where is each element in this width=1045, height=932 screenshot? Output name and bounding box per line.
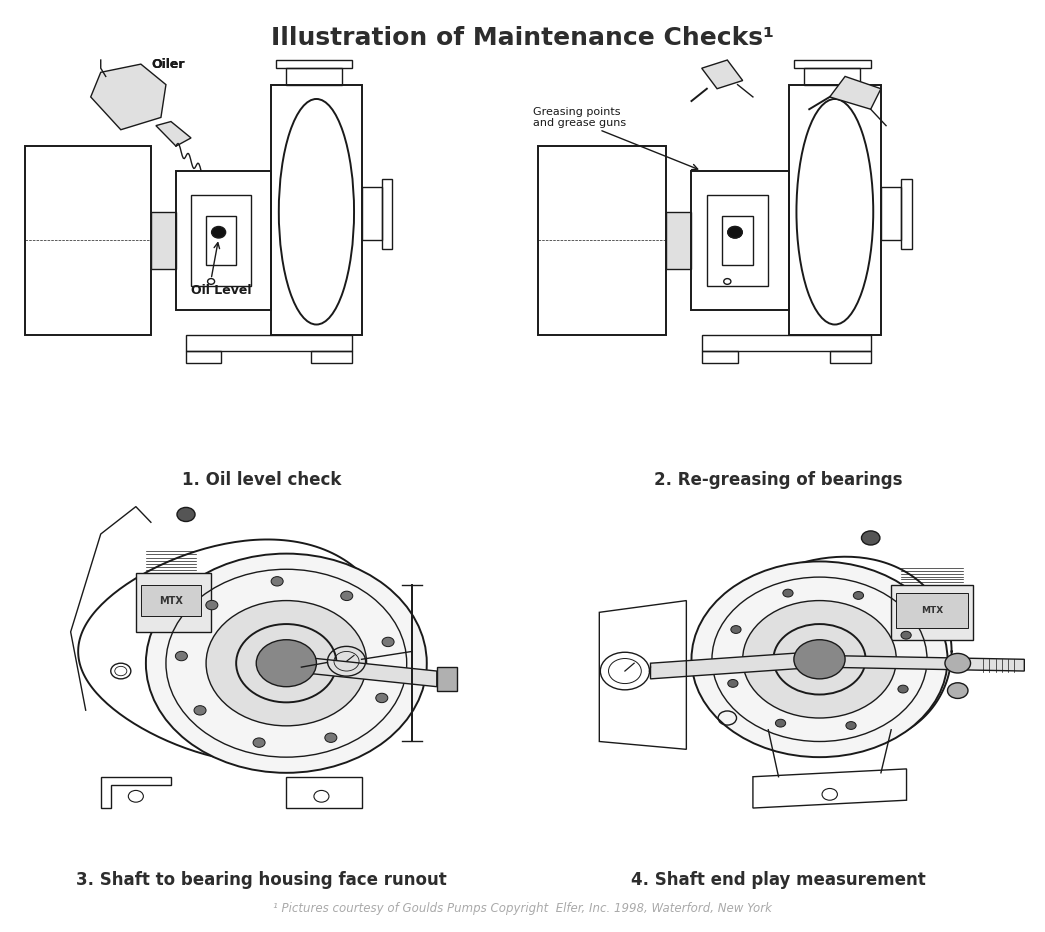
Text: ¹ Pictures courtesy of Goulds Pumps Copyright  Elfer, Inc. 1998, Waterford, New : ¹ Pictures courtesy of Goulds Pumps Copy… bbox=[273, 902, 772, 915]
Circle shape bbox=[783, 589, 793, 597]
Circle shape bbox=[773, 624, 865, 694]
Circle shape bbox=[206, 600, 367, 726]
Text: Oil Level: Oil Level bbox=[191, 283, 252, 296]
Circle shape bbox=[948, 683, 968, 698]
Polygon shape bbox=[136, 573, 211, 632]
Polygon shape bbox=[141, 585, 201, 616]
Circle shape bbox=[730, 625, 741, 634]
Circle shape bbox=[861, 531, 880, 545]
Circle shape bbox=[206, 600, 217, 610]
Text: 4. Shaft end play measurement: 4. Shaft end play measurement bbox=[631, 871, 926, 889]
Circle shape bbox=[253, 738, 265, 747]
Circle shape bbox=[325, 733, 336, 743]
Circle shape bbox=[898, 685, 908, 693]
Text: MTX: MTX bbox=[921, 606, 944, 615]
Polygon shape bbox=[286, 655, 437, 687]
Text: Illustration of Maintenance Checks¹: Illustration of Maintenance Checks¹ bbox=[271, 26, 774, 50]
Circle shape bbox=[727, 679, 738, 687]
Polygon shape bbox=[666, 212, 692, 269]
Polygon shape bbox=[156, 121, 191, 146]
Text: Greasing points
and grease guns: Greasing points and grease guns bbox=[533, 106, 626, 129]
Circle shape bbox=[743, 600, 897, 718]
Circle shape bbox=[901, 631, 911, 639]
Polygon shape bbox=[897, 593, 968, 628]
Circle shape bbox=[727, 226, 742, 238]
Text: 1. Oil level check: 1. Oil level check bbox=[182, 471, 341, 488]
Polygon shape bbox=[650, 651, 819, 678]
Circle shape bbox=[376, 693, 388, 703]
Circle shape bbox=[382, 637, 394, 647]
Polygon shape bbox=[702, 60, 743, 89]
Circle shape bbox=[146, 554, 426, 773]
Circle shape bbox=[341, 591, 353, 600]
Polygon shape bbox=[891, 585, 973, 639]
Circle shape bbox=[692, 561, 948, 757]
Polygon shape bbox=[819, 655, 1024, 671]
Circle shape bbox=[176, 651, 187, 661]
Text: Oiler: Oiler bbox=[150, 58, 184, 71]
Circle shape bbox=[211, 226, 226, 238]
Circle shape bbox=[194, 706, 206, 715]
Circle shape bbox=[727, 226, 742, 238]
Circle shape bbox=[945, 653, 971, 673]
Circle shape bbox=[600, 652, 650, 690]
Circle shape bbox=[177, 507, 195, 522]
Circle shape bbox=[775, 720, 786, 727]
Polygon shape bbox=[150, 212, 176, 269]
Polygon shape bbox=[437, 667, 457, 691]
Circle shape bbox=[236, 624, 336, 703]
Polygon shape bbox=[830, 76, 881, 109]
Text: 3. Shaft to bearing housing face runout: 3. Shaft to bearing housing face runout bbox=[76, 871, 446, 889]
Text: Oiler: Oiler bbox=[150, 58, 184, 71]
Circle shape bbox=[256, 639, 317, 687]
Circle shape bbox=[854, 592, 863, 599]
Text: MTX: MTX bbox=[159, 596, 183, 606]
Circle shape bbox=[845, 721, 856, 730]
Circle shape bbox=[794, 639, 845, 678]
Polygon shape bbox=[91, 64, 166, 130]
Text: 2. Re-greasing of bearings: 2. Re-greasing of bearings bbox=[654, 471, 903, 488]
Circle shape bbox=[271, 577, 283, 586]
